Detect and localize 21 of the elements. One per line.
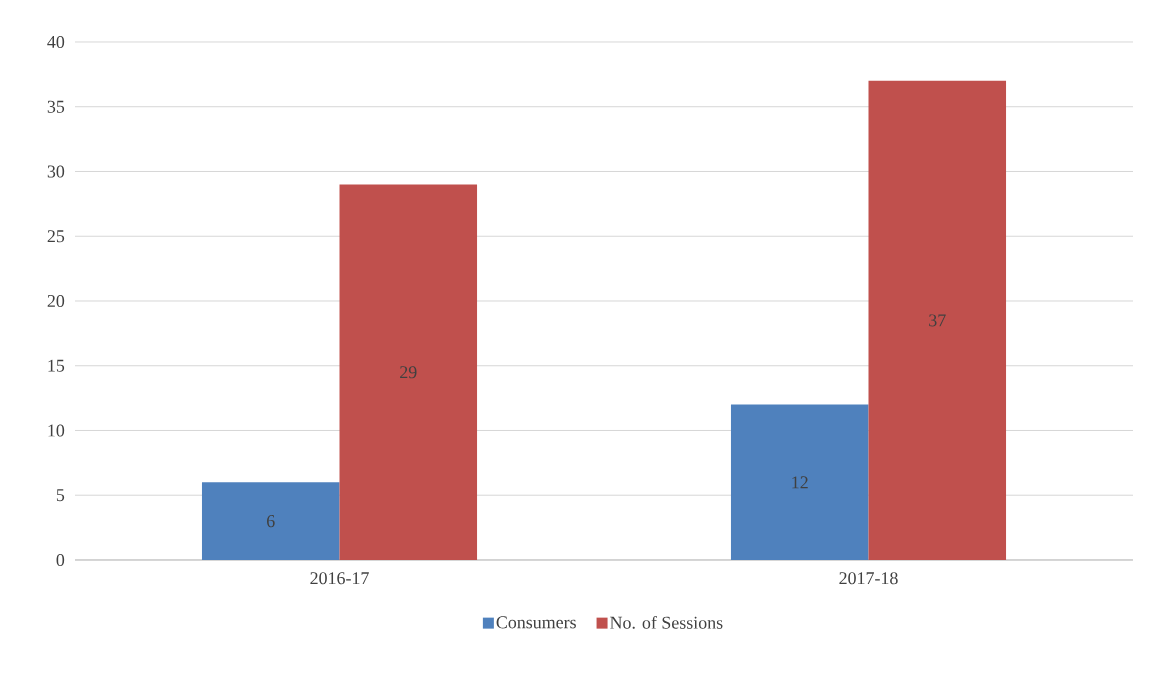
bar (868, 80, 1007, 560)
legend-label: Consumers (496, 616, 576, 629)
bar (730, 404, 869, 560)
bar (201, 482, 340, 560)
y-tick-label: 25 (47, 230, 65, 243)
y-tick-label: 35 (47, 100, 65, 113)
y-tick-label: 40 (47, 35, 65, 49)
data-label: 6 (267, 515, 275, 528)
y-tick-label: 20 (47, 294, 65, 308)
y-tick-label: 5 (56, 489, 65, 502)
data-label: 29 (400, 366, 417, 379)
legend-label: No. of Sessions (610, 615, 723, 629)
bar (339, 184, 478, 560)
y-tick-label: 15 (48, 359, 65, 372)
y-tick-label: 0 (56, 553, 65, 567)
data-label: 37 (929, 314, 946, 327)
y-tick-label: 10 (48, 424, 65, 437)
x-tick-label: 2016-17 (310, 572, 369, 585)
data-label: 12 (792, 476, 808, 489)
x-tick-label: 2017-18 (839, 572, 898, 585)
y-tick-label: 30 (47, 165, 65, 178)
